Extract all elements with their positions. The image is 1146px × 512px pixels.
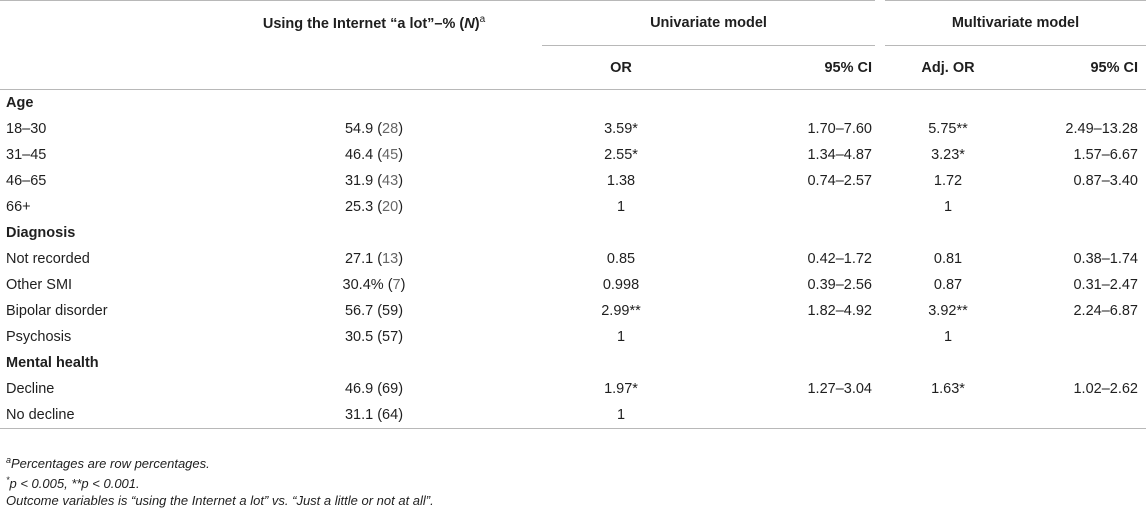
subheader-empty-2 [206, 46, 542, 90]
pct-cell: 27.1 (13) [344, 251, 404, 267]
row-label: Not recorded [6, 251, 90, 267]
ci-cell: 0.39–2.56 [807, 277, 872, 293]
footnote-p: *p < 0.005, **p < 0.001. [6, 475, 140, 491]
ci-cell [700, 324, 880, 350]
adj-or-cell: 3.92** [928, 303, 968, 319]
row-label: Bipolar disorder [6, 303, 108, 319]
table-row: Bipolar disorder 56.7 (59) 2.99** 1.82–4.92… [0, 298, 1146, 324]
adj-or-cell: 1 [943, 329, 953, 345]
ci-cell: 1.82–4.92 [807, 303, 872, 319]
row-label: Decline [6, 381, 55, 397]
pct-cell: 30.5 (57) [344, 329, 404, 345]
row-label: 46–65 [6, 173, 47, 189]
ci-cell: 0.74–2.57 [807, 173, 872, 189]
adj-ci-cell [1016, 324, 1146, 350]
table-row: Decline 46.9 (69) 1.97* 1.27–3.04 1.63* 1.02–… [0, 376, 1146, 402]
or-cell: 1.97* [604, 381, 638, 397]
adj-ci-cell: 1.57–6.67 [1073, 147, 1138, 163]
adj-or-cell [880, 402, 1016, 429]
ci-cell: 1.27–3.04 [807, 381, 872, 397]
or-cell: 3.59* [604, 121, 638, 137]
section-title: Diagnosis [6, 225, 76, 241]
header-multivariate: Multivariate model [875, 0, 1146, 46]
ci-cell: 1.34–4.87 [807, 147, 872, 163]
pct-cell: 56.7 (59) [344, 303, 404, 319]
ci-cell [700, 194, 880, 220]
section-title: Age [6, 95, 34, 111]
adj-or-cell: 1.63* [931, 381, 965, 397]
ci-cell: 0.42–1.72 [807, 251, 872, 267]
ci-cell: 1.70–7.60 [807, 121, 872, 137]
table-row: Not recorded 27.1 (13) 0.85 0.42–1.72 0.81 0.… [0, 246, 1146, 272]
footnote-outcome: Outcome variables is “using the Internet… [6, 493, 434, 508]
adj-ci-cell: 2.24–6.87 [1073, 303, 1138, 319]
adj-or-cell: 1.72 [933, 173, 963, 189]
table-body: Age 18–30 54.9 (28) 3.59* 1.70–7.60 5.75** 2.… [0, 90, 1146, 429]
header-empty [0, 1, 206, 46]
row-label: 66+ [6, 199, 31, 215]
or-cell: 1 [616, 407, 626, 423]
or-cell: 0.998 [602, 277, 640, 293]
row-label: Other SMI [6, 277, 73, 293]
pct-cell: 31.9 (43) [344, 173, 404, 189]
or-cell: 1 [616, 199, 626, 215]
table-row: Other SMI 30.4% (7) 0.998 0.39–2.56 0.87 0.31… [0, 272, 1146, 298]
or-cell: 2.99** [601, 303, 641, 319]
row-label: Psychosis [6, 329, 72, 345]
adj-or-cell: 0.87 [933, 277, 963, 293]
pct-cell: 46.4 (45) [344, 147, 404, 163]
table-row: 46–65 31.9 (43) 1.38 0.74–2.57 1.72 0.87–3.40 [0, 168, 1146, 194]
row-label: 31–45 [6, 147, 47, 163]
subheader-adj-or: Adj. OR [921, 59, 975, 76]
row-label: 18–30 [6, 121, 47, 137]
pct-cell: 30.4% (7) [342, 277, 406, 293]
table-footnotes: aPercentages are row percentages. *p < 0… [6, 452, 434, 509]
pct-cell: 31.1 (64) [344, 407, 404, 423]
or-cell: 0.85 [606, 251, 636, 267]
adj-or-cell: 0.81 [933, 251, 963, 267]
subheader-ci-multivariate: 95% CI [1090, 59, 1138, 76]
adj-ci-cell: 0.38–1.74 [1073, 251, 1138, 267]
ci-cell [700, 402, 880, 429]
table-row: No decline 31.1 (64) 1 [0, 402, 1146, 429]
or-cell: 1 [616, 329, 626, 345]
header-internet-use: Using the Internet “a lot”–% (N)a [262, 14, 486, 33]
pct-cell: 54.9 (28) [344, 121, 404, 137]
subheader-empty-1 [0, 46, 206, 90]
footnote-a: aPercentages are row percentages. [6, 455, 210, 471]
table-row: 66+ 25.3 (20) 1 1 [0, 194, 1146, 220]
adj-ci-cell: 2.49–13.28 [1065, 121, 1138, 137]
or-cell: 1.38 [606, 173, 636, 189]
subheader-ci-univariate: 95% CI [824, 59, 872, 76]
table-row: 18–30 54.9 (28) 3.59* 1.70–7.60 5.75** 2.49–1… [0, 116, 1146, 142]
table-row: 31–45 46.4 (45) 2.55* 1.34–4.87 3.23* 1.57–6.… [0, 142, 1146, 168]
subheader-or: OR [610, 59, 632, 76]
adj-or-cell: 1 [943, 199, 953, 215]
row-label: No decline [6, 407, 75, 423]
adj-ci-cell: 1.02–2.62 [1073, 381, 1138, 397]
results-table: Using the Internet “a lot”–% (N)a Univar… [0, 0, 1146, 429]
pct-cell: 25.3 (20) [344, 199, 404, 215]
adj-or-cell: 5.75** [928, 121, 968, 137]
table-row: Psychosis 30.5 (57) 1 1 [0, 324, 1146, 350]
adj-ci-cell [1016, 194, 1146, 220]
adj-ci-cell [1016, 402, 1146, 429]
header-univariate: Univariate model [542, 0, 880, 46]
pct-cell: 46.9 (69) [344, 381, 404, 397]
section-title: Mental health [6, 355, 99, 371]
adj-ci-cell: 0.31–2.47 [1073, 277, 1138, 293]
adj-or-cell: 3.23* [931, 147, 965, 163]
or-cell: 2.55* [604, 147, 638, 163]
adj-ci-cell: 0.87–3.40 [1073, 173, 1138, 189]
